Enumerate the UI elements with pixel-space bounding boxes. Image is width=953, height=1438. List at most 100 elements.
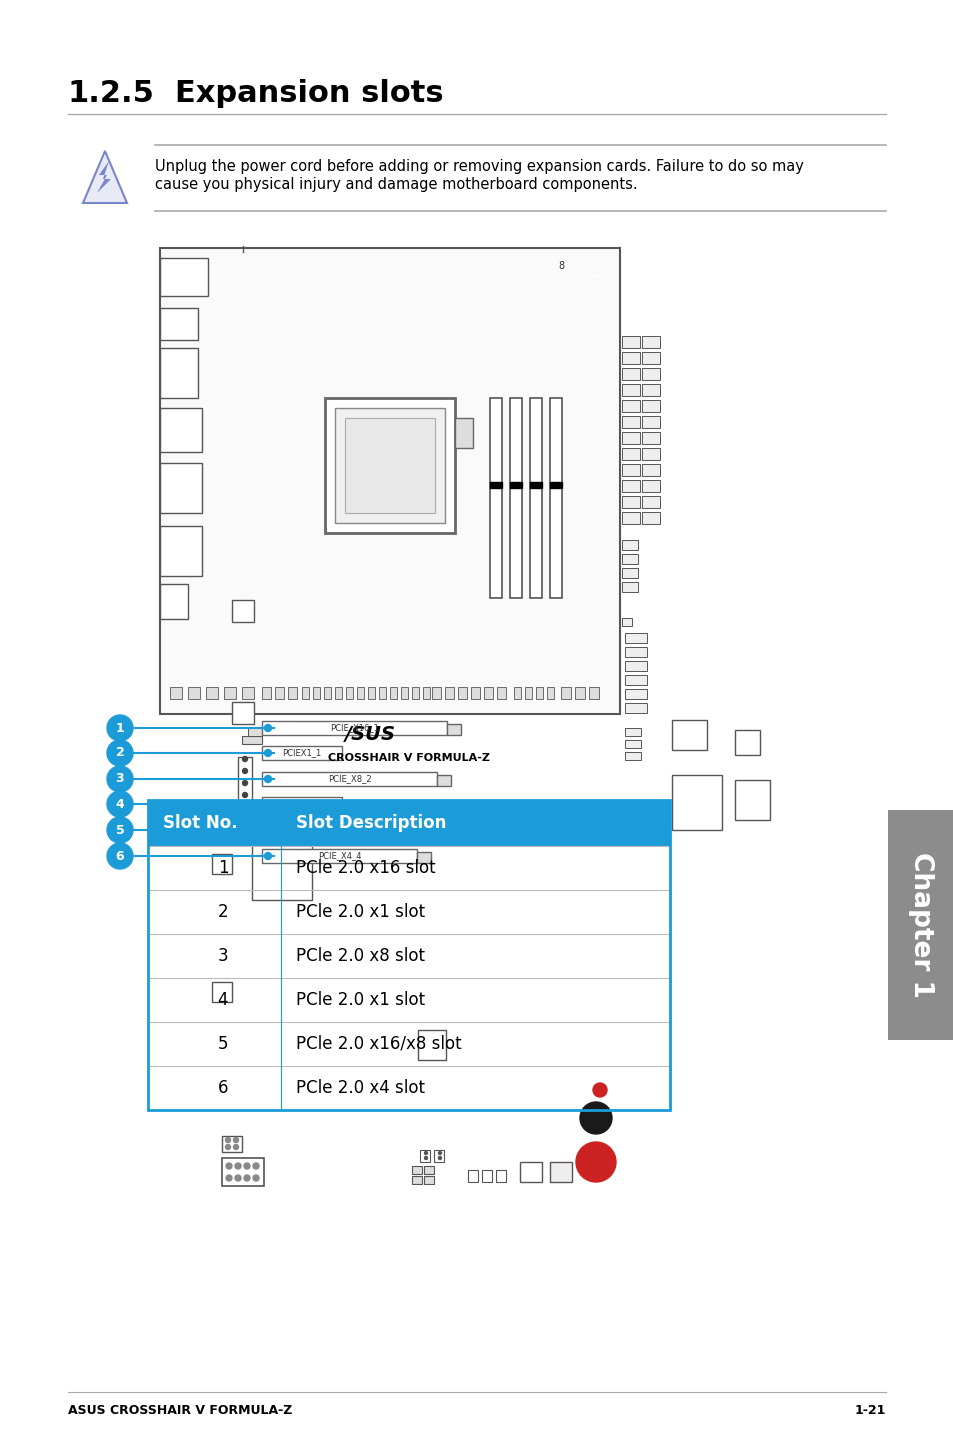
- Text: PCIEX1_2: PCIEX1_2: [282, 800, 321, 808]
- Polygon shape: [97, 161, 111, 193]
- Bar: [536, 687, 542, 699]
- Circle shape: [233, 1137, 238, 1143]
- Bar: [417, 1030, 446, 1060]
- Bar: [624, 633, 646, 643]
- Bar: [621, 464, 639, 476]
- Text: 3: 3: [217, 948, 228, 965]
- Bar: [232, 600, 253, 623]
- Text: Slot No.: Slot No.: [163, 814, 237, 833]
- Circle shape: [264, 725, 272, 732]
- Text: 8: 8: [558, 262, 563, 270]
- Bar: [621, 384, 639, 395]
- Bar: [335, 408, 444, 523]
- Bar: [550, 482, 561, 487]
- Bar: [621, 400, 639, 413]
- Bar: [641, 368, 659, 380]
- Bar: [524, 687, 532, 699]
- Text: 5: 5: [115, 824, 124, 837]
- Circle shape: [242, 756, 247, 762]
- Text: START: START: [584, 273, 606, 279]
- Circle shape: [107, 843, 132, 869]
- Circle shape: [226, 1175, 232, 1181]
- Text: PCle 2.0 x16 slot: PCle 2.0 x16 slot: [295, 858, 436, 877]
- Bar: [624, 661, 646, 672]
- Bar: [887, 810, 953, 1040]
- Text: Slot Description: Slot Description: [295, 814, 446, 833]
- Bar: [624, 741, 640, 748]
- Circle shape: [107, 791, 132, 817]
- Bar: [641, 431, 659, 444]
- Circle shape: [244, 1175, 250, 1181]
- Bar: [206, 687, 218, 699]
- Bar: [641, 384, 659, 395]
- Bar: [497, 687, 505, 699]
- Bar: [621, 618, 631, 626]
- Text: /SUS: /SUS: [344, 725, 395, 743]
- Bar: [514, 687, 520, 699]
- Bar: [325, 398, 455, 533]
- Bar: [641, 336, 659, 348]
- Bar: [160, 348, 198, 398]
- Bar: [624, 674, 646, 684]
- Bar: [621, 582, 638, 592]
- Bar: [624, 728, 640, 736]
- Bar: [423, 1176, 434, 1183]
- Text: Chapter 1: Chapter 1: [907, 851, 933, 998]
- Circle shape: [244, 1163, 250, 1169]
- Bar: [212, 854, 232, 874]
- Bar: [621, 416, 639, 429]
- Bar: [621, 568, 638, 578]
- Circle shape: [107, 817, 132, 843]
- Text: CROSSHAIR V FORMULA-Z: CROSSHAIR V FORMULA-Z: [328, 754, 490, 764]
- Bar: [302, 687, 309, 699]
- Bar: [624, 752, 640, 761]
- Bar: [447, 723, 460, 735]
- Text: PCle 2.0 x8 slot: PCle 2.0 x8 slot: [295, 948, 424, 965]
- Bar: [468, 1171, 477, 1182]
- Text: cause you physical injury and damage motherboard components.: cause you physical injury and damage mot…: [154, 177, 637, 193]
- Bar: [444, 687, 454, 699]
- Text: 4: 4: [217, 991, 228, 1009]
- Circle shape: [264, 853, 272, 860]
- Circle shape: [253, 1163, 258, 1169]
- Bar: [222, 1158, 264, 1186]
- Bar: [160, 463, 202, 513]
- Bar: [262, 746, 341, 761]
- Circle shape: [438, 1152, 441, 1155]
- Text: PCle 2.0 x4 slot: PCle 2.0 x4 slot: [295, 1078, 424, 1097]
- Text: PCle 2.0 x1 slot: PCle 2.0 x1 slot: [295, 903, 425, 920]
- Bar: [324, 687, 331, 699]
- Bar: [671, 775, 721, 830]
- Circle shape: [107, 766, 132, 792]
- Circle shape: [242, 781, 247, 785]
- Bar: [345, 418, 435, 513]
- Bar: [412, 1176, 421, 1183]
- Bar: [262, 687, 271, 699]
- Text: PCIEX1_1: PCIEX1_1: [282, 749, 321, 758]
- Bar: [248, 728, 262, 736]
- Bar: [262, 848, 416, 863]
- Bar: [160, 247, 619, 715]
- Bar: [483, 687, 493, 699]
- Circle shape: [107, 715, 132, 741]
- Bar: [621, 512, 639, 523]
- Circle shape: [107, 741, 132, 766]
- Text: 1: 1: [217, 858, 228, 877]
- Bar: [368, 687, 375, 699]
- Circle shape: [234, 1163, 241, 1169]
- Bar: [434, 1150, 443, 1162]
- Bar: [490, 398, 501, 598]
- Bar: [222, 1136, 242, 1152]
- Bar: [519, 1162, 541, 1182]
- Circle shape: [264, 801, 272, 808]
- Circle shape: [264, 775, 272, 782]
- Bar: [423, 1166, 434, 1173]
- Bar: [510, 398, 521, 598]
- Bar: [530, 482, 541, 487]
- Circle shape: [438, 1156, 441, 1159]
- Bar: [575, 687, 584, 699]
- Circle shape: [253, 1175, 258, 1181]
- Bar: [621, 368, 639, 380]
- Bar: [621, 496, 639, 508]
- Bar: [734, 731, 760, 755]
